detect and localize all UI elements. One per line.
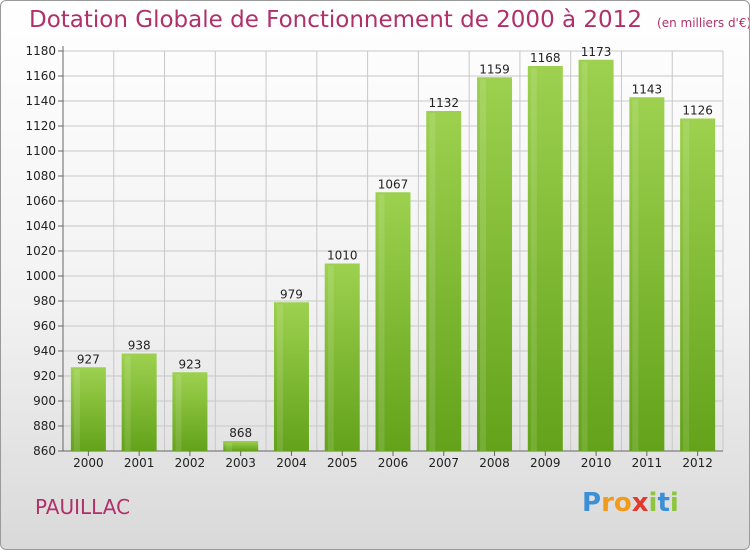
x-tick-label-2000: 2000: [73, 456, 104, 470]
chart-title: Dotation Globale de Fonctionnement de 20…: [29, 7, 750, 33]
bar-2001: [121, 353, 157, 451]
bar-2011: [629, 97, 665, 451]
y-tick-label: 1060: [25, 194, 56, 208]
y-tick-label: 1120: [25, 119, 56, 133]
bar-highlight: [175, 374, 182, 451]
x-tick-label-2007: 2007: [428, 456, 459, 470]
y-tick-label: 940: [33, 344, 56, 358]
labels: 927 2000 938 2001 923 2002 868 2003 979 2004 1010 2…: [73, 45, 713, 470]
x-tick-label-2005: 2005: [327, 456, 358, 470]
bar-highlight: [683, 120, 690, 451]
bar-highlight: [73, 369, 80, 451]
y-tick-label: 960: [33, 319, 56, 333]
x-tick-label-2009: 2009: [530, 456, 561, 470]
y-tick-label: 1040: [25, 219, 56, 233]
data-label-2005: 1010: [327, 249, 358, 263]
x-tick-label-2006: 2006: [378, 456, 409, 470]
bar-highlight: [429, 113, 436, 451]
x-tick-label-2008: 2008: [479, 456, 510, 470]
bar-2000: [70, 367, 106, 451]
y-tick-label: 900: [33, 394, 56, 408]
x-tick-label-2004: 2004: [276, 456, 307, 470]
chart-title-text: Dotation Globale de Fonctionnement de 20…: [29, 7, 642, 33]
data-label-2010: 1173: [581, 45, 612, 59]
y-tick-label: 1100: [25, 144, 56, 158]
bar-2012: [680, 118, 716, 451]
bar-2005: [324, 263, 360, 451]
chart-unit-label: (en milliers d'€): [657, 16, 750, 30]
bar-highlight: [226, 443, 233, 451]
y-tick-label: 1160: [25, 69, 56, 83]
y-tick-label: 860: [33, 444, 56, 458]
data-label-2009: 1168: [530, 51, 561, 65]
data-label-2006: 1067: [378, 177, 409, 191]
x-tick-label-2002: 2002: [175, 456, 206, 470]
bar-2008: [477, 77, 513, 451]
bar-2003: [223, 441, 259, 451]
bars: [70, 59, 716, 451]
data-label-2004: 979: [280, 287, 303, 301]
logo-letter: o: [613, 488, 632, 518]
y-tick-label: 1180: [25, 44, 56, 58]
bar-2004: [273, 302, 309, 451]
data-label-2002: 923: [178, 357, 201, 371]
logo-letter: r: [601, 488, 614, 518]
bar-highlight: [124, 355, 131, 451]
logo-letter: t: [657, 488, 670, 518]
bar-2009: [527, 66, 563, 451]
x-tick-label-2003: 2003: [225, 456, 256, 470]
bar-highlight: [632, 99, 639, 451]
data-label-2001: 938: [128, 339, 151, 353]
bar-highlight: [327, 265, 334, 451]
data-label-2008: 1159: [479, 62, 510, 76]
data-label-2003: 868: [229, 426, 252, 440]
bar-highlight: [378, 194, 385, 451]
x-tick-label-2001: 2001: [124, 456, 155, 470]
commune-name: PAUILLAC: [35, 495, 131, 519]
bar-2006: [375, 192, 411, 451]
bar-highlight: [480, 79, 487, 451]
x-tick-label-2012: 2012: [682, 456, 713, 470]
y-tick-label: 920: [33, 369, 56, 383]
logo-letter: x: [631, 488, 649, 518]
bar-highlight: [530, 68, 537, 451]
y-tick-label: 880: [33, 419, 56, 433]
y-tick-label: 1000: [25, 269, 56, 283]
data-label-2007: 1132: [428, 96, 459, 110]
logo-letter: i: [648, 488, 658, 518]
y-tick-label: 980: [33, 294, 56, 308]
x-tick-label-2010: 2010: [581, 456, 612, 470]
data-label-2011: 1143: [632, 82, 663, 96]
bar-highlight: [276, 304, 283, 451]
y-tick-label: 1020: [25, 244, 56, 258]
data-label-2012: 1126: [682, 104, 713, 118]
bar-highlight: [581, 61, 588, 451]
logo-letter: i: [669, 488, 679, 518]
data-label-2000: 927: [77, 352, 100, 366]
y-tick-label: 1080: [25, 169, 56, 183]
proxiti-logo: Proxiti: [582, 488, 679, 518]
logo-letter: P: [582, 488, 602, 518]
bar-2007: [426, 111, 462, 451]
x-tick-label-2011: 2011: [632, 456, 663, 470]
bar-2002: [172, 372, 208, 451]
bar-2010: [578, 59, 614, 451]
y-tick-label: 1140: [25, 94, 56, 108]
